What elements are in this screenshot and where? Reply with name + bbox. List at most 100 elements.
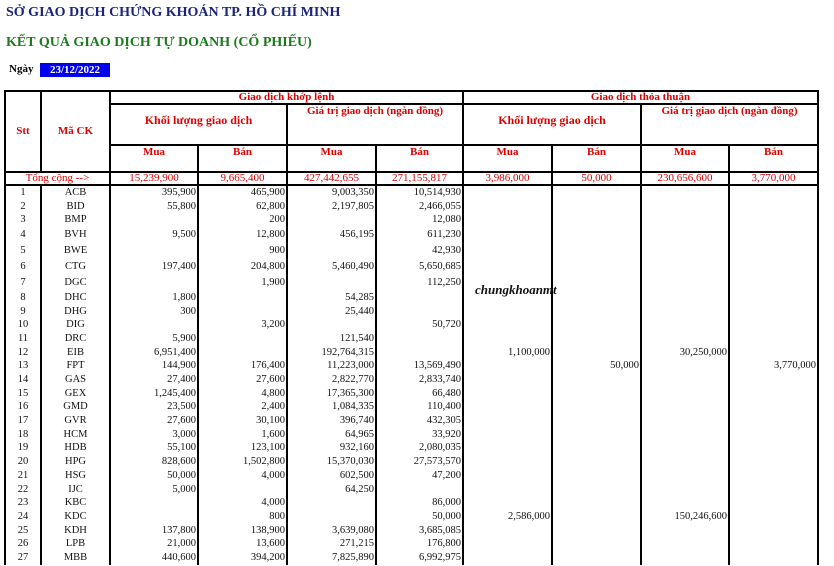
row-ticker: EIB [40, 345, 111, 360]
row-value: 42,930 [375, 243, 464, 260]
row-value: 21,000 [109, 537, 199, 552]
row-value [640, 551, 730, 565]
row-value [640, 199, 730, 214]
row-stt: 25 [4, 523, 42, 538]
row-value: 394,200 [197, 551, 288, 565]
table-row: 8 DHC 1,800 54,285 [4, 291, 819, 305]
row-ticker: GMD [40, 400, 111, 415]
row-value [286, 275, 377, 292]
row-value [728, 482, 819, 497]
table-row: 23 KBC 4,000 86,000 [4, 496, 819, 511]
row-value [640, 227, 730, 244]
row-value: 396,740 [286, 414, 377, 428]
row-value [462, 469, 553, 483]
row-value: 7,825,890 [286, 551, 377, 565]
row-value [462, 304, 553, 319]
header-matched-trading: Giao dịch khớp lệnh [109, 90, 464, 105]
table-row: 3 BMP 200 12,080 [4, 213, 819, 228]
header-match-volume: Khối lượng giao dịch [109, 103, 288, 146]
row-value [640, 304, 730, 319]
row-value [551, 400, 642, 415]
row-value [462, 427, 553, 442]
row-value [462, 551, 553, 565]
row-ticker: DGC [40, 275, 111, 292]
row-value [728, 386, 819, 401]
total-cell: 3,986,000 [462, 171, 553, 186]
row-stt: 7 [4, 275, 42, 292]
row-stt: 5 [4, 243, 42, 260]
row-value: 112,250 [375, 275, 464, 292]
row-ticker: DHC [40, 291, 111, 305]
row-value [375, 332, 464, 346]
row-value [640, 414, 730, 428]
row-ticker: CTG [40, 259, 111, 276]
row-value: 137,800 [109, 523, 199, 538]
row-value [109, 510, 199, 524]
row-value: 27,573,570 [375, 455, 464, 469]
row-ticker: BID [40, 199, 111, 214]
row-stt: 12 [4, 345, 42, 360]
row-value: 465,900 [197, 185, 288, 200]
row-value [551, 386, 642, 401]
row-value: 1,800 [109, 291, 199, 305]
row-value: 3,200 [197, 318, 288, 333]
row-value [728, 332, 819, 346]
header-sell: Bán [728, 144, 819, 173]
row-value [728, 441, 819, 456]
row-value [551, 227, 642, 244]
row-ticker: DRC [40, 332, 111, 346]
row-value: 1,084,335 [286, 400, 377, 415]
table-row: 24 KDC 800 50,000 2,586,000 150,246,600 [4, 510, 819, 524]
row-value [640, 441, 730, 456]
table-row: 18 HCM 3,000 1,600 64,965 33,920 [4, 427, 819, 442]
row-ticker: MBB [40, 551, 111, 565]
table-row: 15 GEX 1,245,400 4,800 17,365,300 66,480 [4, 386, 819, 401]
header-deal-value: Giá trị giao dịch (ngàn đồng) [640, 103, 819, 146]
row-value [462, 373, 553, 387]
row-value: 50,000 [551, 359, 642, 374]
row-stt: 16 [4, 400, 42, 415]
row-value: 47,200 [375, 469, 464, 483]
table-row: 7 DGC 1,900 112,250 [4, 275, 819, 292]
row-stt: 17 [4, 414, 42, 428]
row-value [551, 332, 642, 346]
row-value [551, 427, 642, 442]
table-row: 22 IJC 5,000 64,250 [4, 482, 819, 497]
row-value [551, 496, 642, 511]
row-value [462, 441, 553, 456]
table-row: 2 BID 55,800 62,800 2,197,805 2,466,055 [4, 199, 819, 214]
row-value [728, 400, 819, 415]
row-value [728, 373, 819, 387]
row-value [375, 304, 464, 319]
row-value: 50,720 [375, 318, 464, 333]
row-value: 64,250 [286, 482, 377, 497]
row-value [462, 291, 553, 305]
row-value: 15,370,030 [286, 455, 377, 469]
row-stt: 26 [4, 537, 42, 552]
row-value [462, 243, 553, 260]
row-value [462, 227, 553, 244]
row-value [551, 441, 642, 456]
row-value: 456,195 [286, 227, 377, 244]
row-value [728, 523, 819, 538]
row-value: 4,000 [197, 496, 288, 511]
row-value: 110,400 [375, 400, 464, 415]
table-row: 12 EIB 6,951,400 192,764,315 1,100,000 30,250… [4, 345, 819, 360]
row-value: 9,500 [109, 227, 199, 244]
row-value [728, 291, 819, 305]
row-value: 12,800 [197, 227, 288, 244]
table-row: 16 GMD 23,500 2,400 1,084,335 110,400 [4, 400, 819, 415]
table-row: 19 HDB 55,100 123,100 932,160 2,080,035 [4, 441, 819, 456]
header-sell: Bán [375, 144, 464, 173]
row-ticker: BMP [40, 213, 111, 228]
row-value: 204,800 [197, 259, 288, 276]
row-value: 30,100 [197, 414, 288, 428]
exchange-title: SỞ GIAO DỊCH CHỨNG KHOÁN TP. HỒ CHÍ MINH [6, 5, 341, 20]
row-stt: 22 [4, 482, 42, 497]
header-buy: Mua [109, 144, 199, 173]
row-value [109, 213, 199, 228]
row-value [640, 332, 730, 346]
row-value [551, 551, 642, 565]
row-value: 828,600 [109, 455, 199, 469]
row-value [462, 482, 553, 497]
